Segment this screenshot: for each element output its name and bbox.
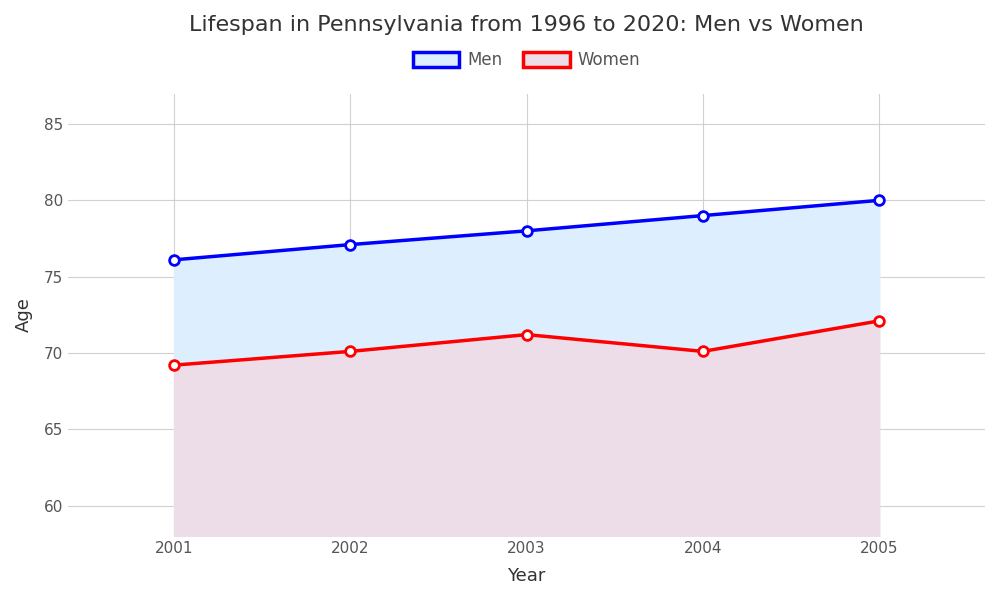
Legend: Men, Women: Men, Women xyxy=(406,44,647,76)
X-axis label: Year: Year xyxy=(507,567,546,585)
Y-axis label: Age: Age xyxy=(15,298,33,332)
Title: Lifespan in Pennsylvania from 1996 to 2020: Men vs Women: Lifespan in Pennsylvania from 1996 to 20… xyxy=(189,15,864,35)
